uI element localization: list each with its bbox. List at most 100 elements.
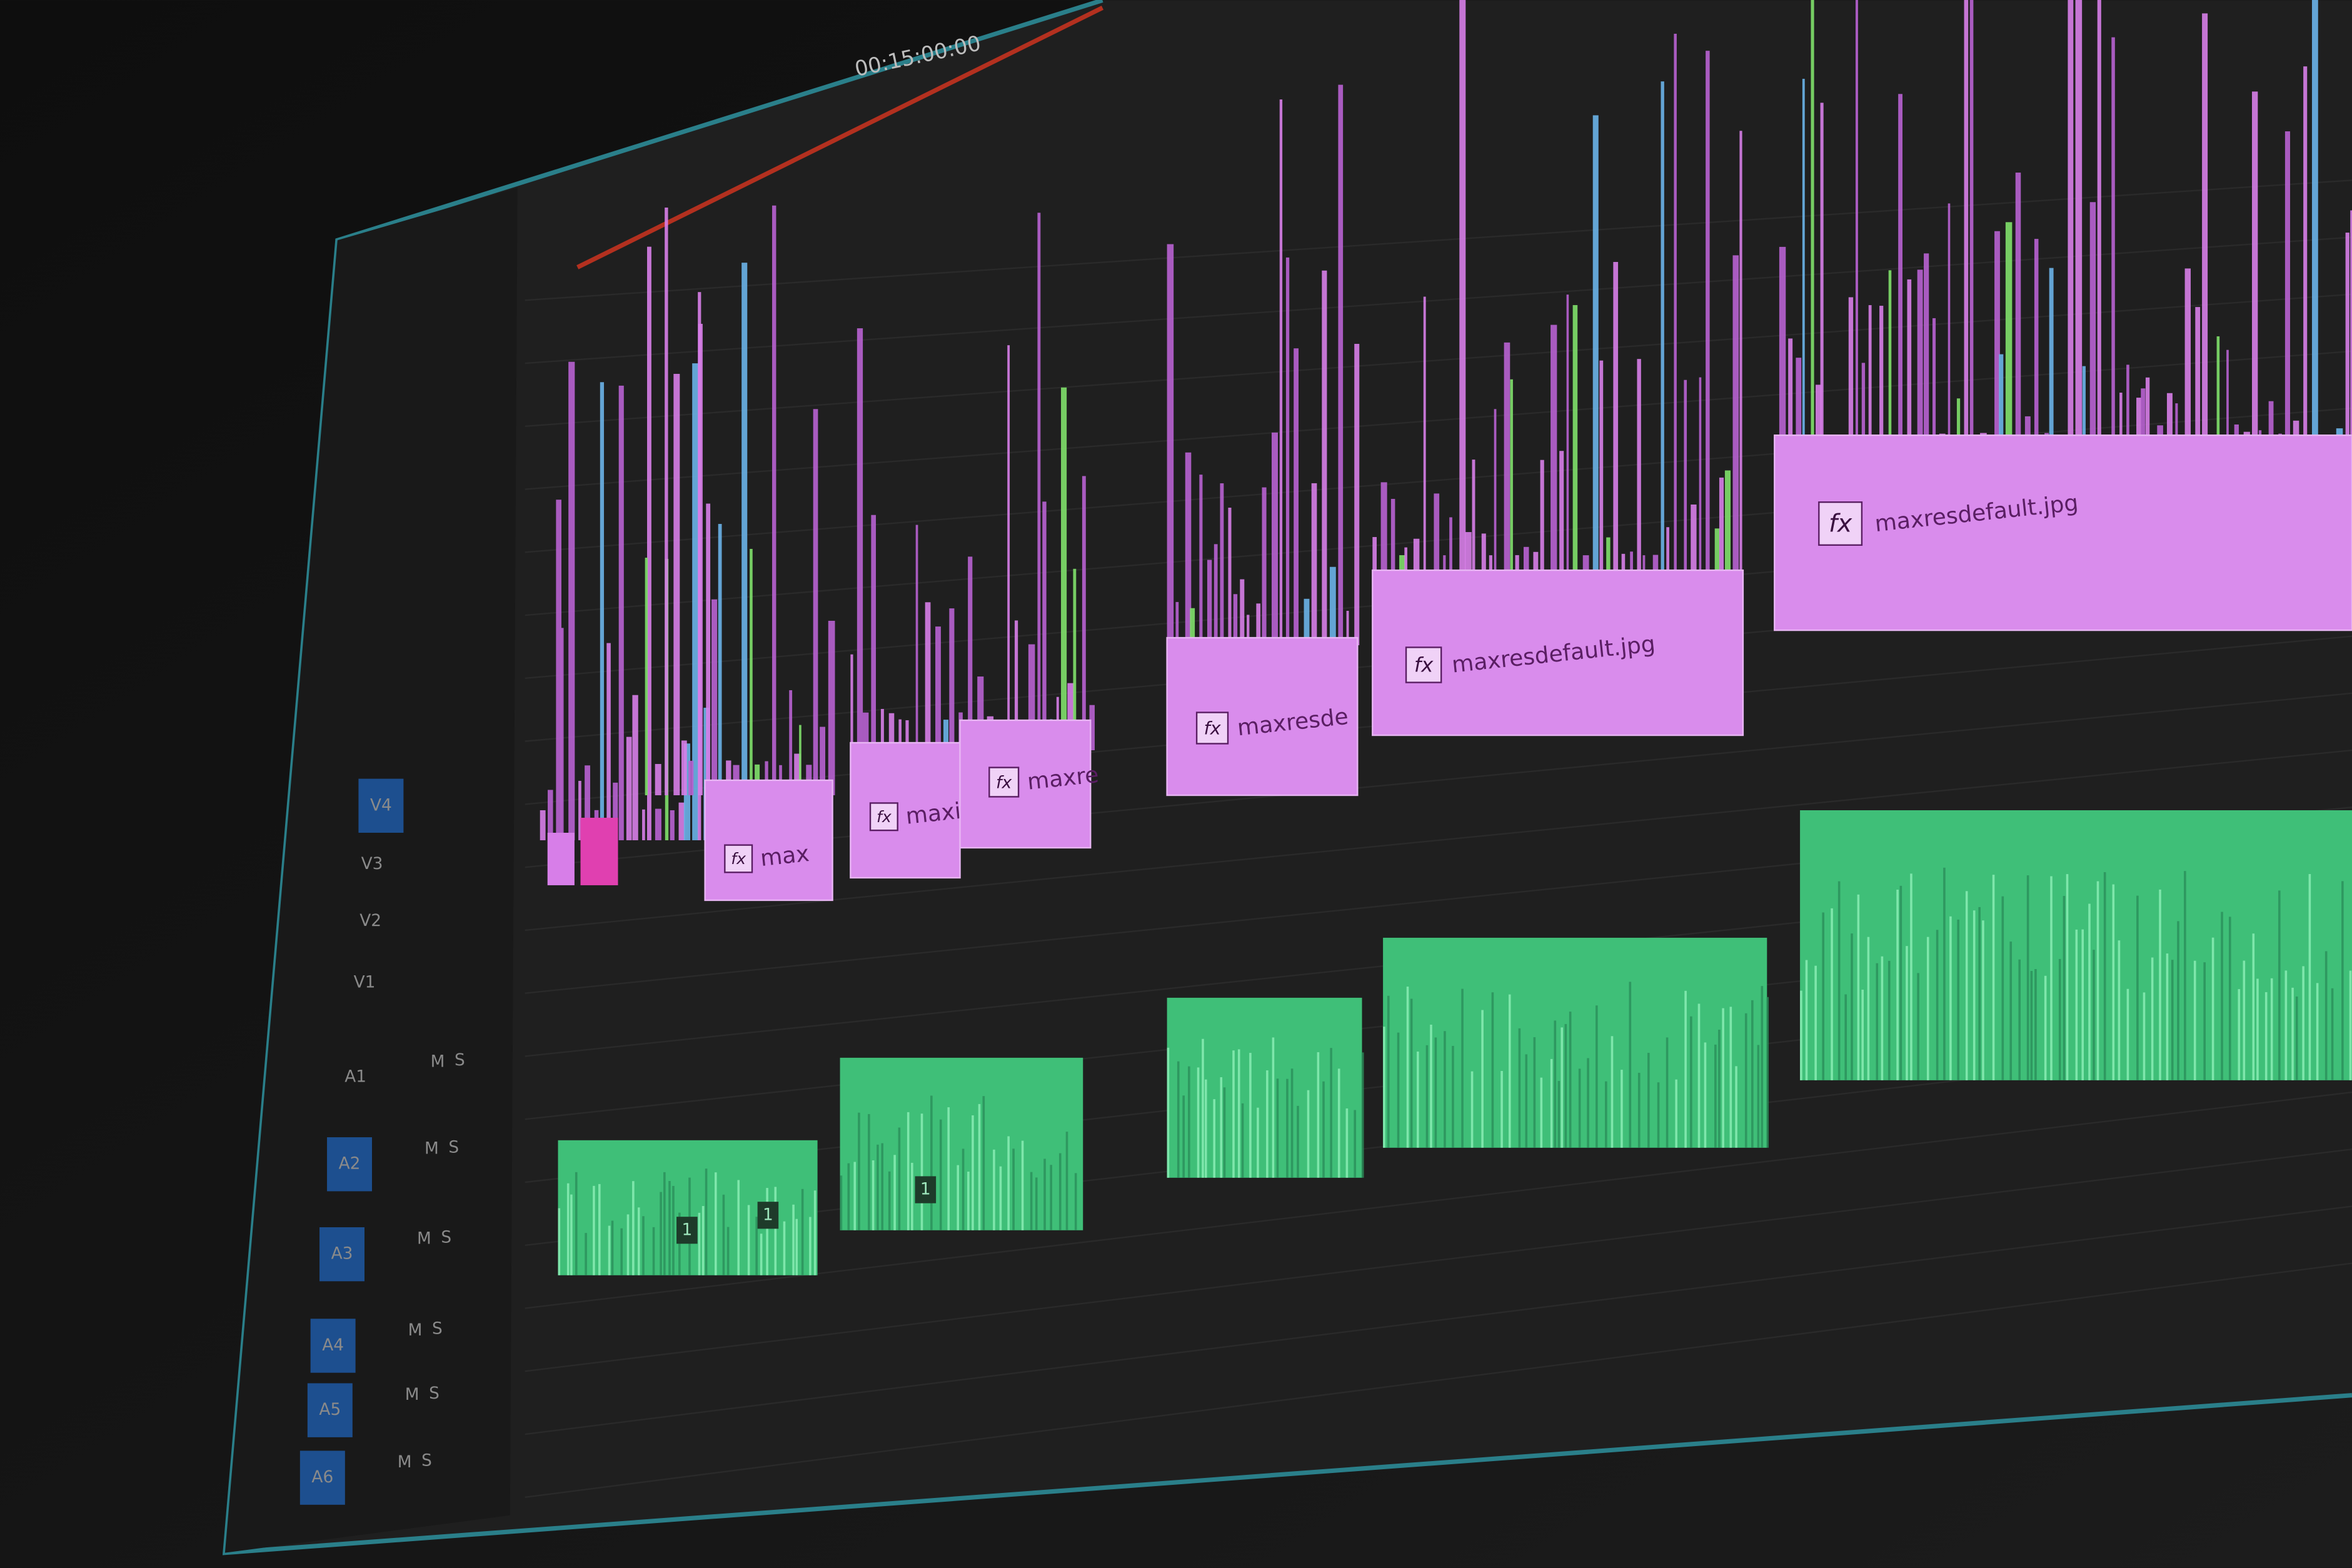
mute-button[interactable]: M: [417, 1230, 431, 1249]
solo-button[interactable]: S: [429, 1384, 440, 1403]
stacked-clip: [547, 832, 575, 885]
waveform: [1470, 1071, 1474, 1148]
solo-button[interactable]: S: [421, 1452, 432, 1470]
stacked-clip: [1861, 363, 1866, 466]
stacked-clip: [2268, 401, 2274, 466]
track-label: V1: [354, 973, 376, 992]
stacked-clip: [871, 515, 876, 751]
mute-button[interactable]: M: [398, 1453, 412, 1472]
stacked-clip: [1879, 306, 1884, 466]
stacked-clip: [1304, 598, 1310, 646]
stacked-clip: [1073, 568, 1077, 751]
waveform: [1361, 1052, 1364, 1178]
stacked-clip: [2136, 398, 2141, 466]
stacked-clip: [718, 524, 722, 795]
audio-badge: 1: [681, 1220, 692, 1239]
waveform: [1197, 1067, 1200, 1178]
stacked-clip: [2089, 202, 2096, 466]
stacked-clip: [2005, 222, 2013, 466]
clip-label: max: [759, 841, 810, 872]
stacked-clip: [813, 409, 818, 795]
solo-button[interactable]: S: [455, 1051, 465, 1070]
row-line: [525, 179, 2352, 301]
waveform: [1861, 989, 1864, 1080]
waveform: [1050, 1165, 1052, 1230]
stacked-clip: [1311, 483, 1317, 646]
waveform: [967, 1172, 970, 1230]
waveform: [1926, 937, 1929, 1080]
stacked-clip: [1999, 354, 2004, 466]
waveform: [1213, 1099, 1215, 1178]
stacked-clip: [1199, 475, 1203, 646]
stacked-clip: [1779, 246, 1786, 466]
waveform: [1058, 1153, 1062, 1230]
stacked-clip: [741, 263, 748, 795]
track-target: [319, 1227, 365, 1282]
stacked-clip: [1228, 508, 1232, 646]
solo-button[interactable]: S: [448, 1138, 459, 1157]
waveform: [1657, 1082, 1660, 1148]
waveform: [2203, 962, 2206, 1080]
mute-button[interactable]: M: [431, 1053, 445, 1072]
stacked-clip: [1220, 483, 1224, 646]
waveform: [760, 1234, 763, 1275]
waveform: [1035, 1177, 1038, 1230]
solo-button[interactable]: S: [432, 1320, 443, 1339]
waveform: [1065, 1132, 1068, 1230]
stacked-clip: [1559, 451, 1564, 586]
waveform: [1007, 1136, 1010, 1230]
waveform: [1637, 1072, 1641, 1148]
audio-badge-box: [915, 1176, 937, 1204]
stacked-clip: [642, 809, 645, 840]
mute-button[interactable]: M: [408, 1321, 423, 1340]
row-line: [525, 1091, 2352, 1309]
waveform: [1647, 1053, 1650, 1148]
stacked-clip: [585, 765, 590, 840]
waveform: [999, 1166, 1002, 1230]
waveform: [1761, 986, 1764, 1148]
waveform: [1257, 1107, 1259, 1178]
stacked-clip: [2202, 13, 2208, 466]
fx-badge-box: [724, 844, 753, 873]
waveform: [2093, 950, 2095, 1080]
waveform: [585, 1233, 587, 1275]
waveform: [2171, 960, 2174, 1080]
fx-badge-box: [988, 766, 1020, 798]
stacked-clip: [568, 361, 575, 840]
waveform: [881, 1143, 883, 1230]
clip-label: maxi: [905, 798, 962, 830]
stacked-clip: [794, 753, 801, 795]
mute-button[interactable]: M: [425, 1140, 439, 1158]
stacked-clip: [1969, 0, 1974, 466]
waveform: [660, 1192, 662, 1275]
stacked-clip: [1354, 344, 1360, 646]
stacked-clip: [626, 736, 632, 840]
stacked-clip: [1082, 476, 1086, 751]
waveform: [1896, 890, 1899, 1080]
waveform: [1525, 1054, 1528, 1148]
stacked-clip: [2082, 366, 2086, 466]
stacked-clip: [1256, 603, 1261, 646]
stacked-clip: [1739, 131, 1742, 586]
stacked-clip: [1494, 409, 1497, 586]
stacked-clip: [2097, 0, 2101, 466]
waveform: [1822, 912, 1825, 1080]
stacked-clip: [1465, 532, 1472, 586]
waveform: [1899, 885, 1902, 1080]
waveform: [2221, 912, 2223, 1080]
stacked-clip: [1661, 81, 1664, 586]
row-line: [525, 236, 2352, 364]
waveform: [2151, 957, 2154, 1080]
stacked-clip: [600, 382, 605, 840]
waveform: [2308, 874, 2311, 1080]
waveform: [1202, 1038, 1204, 1178]
stacked-clip: [556, 500, 561, 840]
mute-button[interactable]: M: [405, 1385, 420, 1404]
solo-button[interactable]: S: [441, 1228, 451, 1247]
stacked-clip: [698, 323, 703, 795]
stacked-clip: [1599, 360, 1604, 586]
stacked-clip: [618, 385, 624, 840]
waveform: [801, 1189, 804, 1275]
waveform: [1223, 1087, 1226, 1178]
waveform: [2103, 872, 2106, 1080]
